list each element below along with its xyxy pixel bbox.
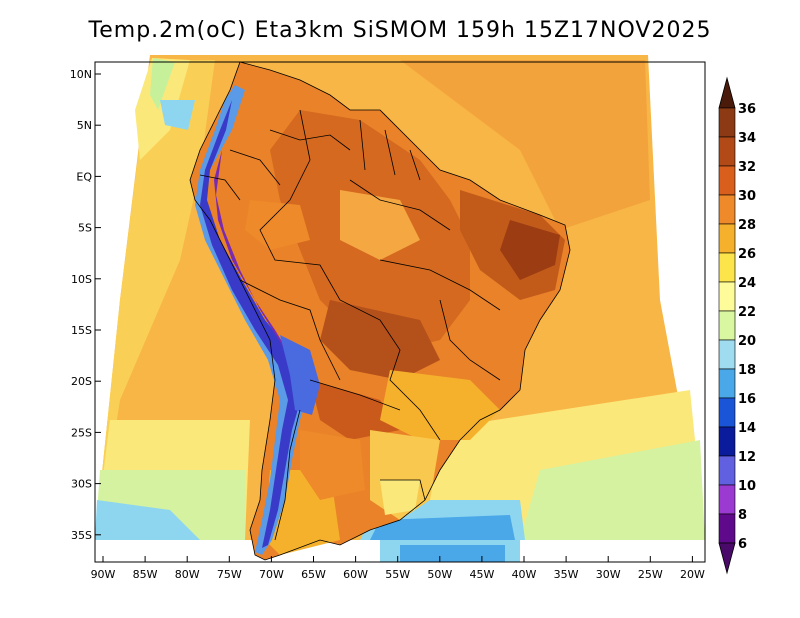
border-colombia (229, 149, 281, 186)
coastline (189, 61, 571, 561)
lon-tick-label: 90W (91, 568, 116, 581)
land-amazon-light (340, 190, 420, 260)
lon-tick-label: 40W (512, 568, 537, 581)
map-title: Temp.2m(oC) Eta3km SiSMOM 159h 15Z17NOV2… (88, 18, 712, 43)
land-amazon-light-2 (245, 200, 310, 250)
lon-tick-label: 60W (343, 568, 368, 581)
lon-tick-label: 20W (680, 568, 705, 581)
lat-tick-label: 5S (78, 222, 92, 235)
lon-tick-label: 25W (638, 568, 663, 581)
ocean-pacific-green (150, 58, 175, 110)
colorbar-segment (718, 107, 736, 138)
colorbar-label: 30 (738, 189, 756, 204)
lat-tick-label: 10N (70, 68, 92, 81)
colorbar-segment (718, 310, 736, 341)
ocean-south-blue (370, 515, 515, 540)
land-hot-gran-chaco (310, 380, 400, 440)
border-argentina-north (309, 379, 401, 411)
ocean-coastal-blue (400, 545, 505, 562)
altiplano (280, 335, 320, 415)
andes-range (195, 85, 320, 555)
lon-tick-label: 55W (385, 568, 410, 581)
land-southeast (380, 370, 500, 440)
land-uruguay (380, 480, 420, 515)
colorbar-bottom-arrow (718, 542, 736, 575)
colorbar: 36 34 32 30 28 26 24 22 20 18 16 14 12 10 8 6 (718, 76, 756, 575)
colorbar-segment (718, 426, 736, 457)
land-veryhot-ne (500, 220, 560, 280)
colorbar-segment (718, 339, 736, 370)
colorbar-segment (718, 136, 736, 167)
lon-tick-label: 70W (259, 568, 284, 581)
lat-tick-label: 15S (71, 324, 92, 337)
colorbar-label: 20 (738, 334, 756, 349)
colorbar-segment (718, 252, 736, 283)
ocean-warm-band (400, 60, 650, 230)
lon-tick-label: 30W (596, 568, 621, 581)
colorbar-segment (718, 165, 736, 196)
colorbar-label: 10 (738, 479, 756, 494)
lat-tick-label: 25S (71, 426, 92, 439)
longitude-axis: 90W 85W 80W 75W 70W 65W 60W 55W 50W 45W 40W 35W 30W 2… (91, 556, 705, 581)
border-states-2 (379, 259, 501, 311)
ocean-pacific-cool (95, 60, 215, 540)
colorbar-label: 14 (738, 421, 756, 436)
colorbar-label: 6 (738, 537, 747, 552)
lat-tick-label: 5N (77, 119, 92, 132)
border-uruguay (380, 479, 426, 501)
colorbar-top-arrow (718, 76, 736, 109)
colorbar-label: 18 (738, 363, 756, 378)
lat-tick-label: EQ (76, 170, 92, 183)
lon-tick-label: 45W (469, 568, 494, 581)
colorbar-label: 28 (738, 218, 756, 233)
lat-tick-label: 10S (71, 273, 92, 286)
colorbar-label: 22 (738, 305, 756, 320)
border-states-3 (439, 299, 501, 381)
ocean-southatl-green (520, 440, 705, 540)
latitude-axis: 10N 5N EQ 5S 10S 15S 20S 25S 30S 35S (70, 68, 101, 542)
ocean-pacific-cyan (160, 100, 195, 130)
ocean-southpac-cyan (95, 500, 200, 540)
border-argentina-chile (274, 409, 301, 541)
lon-tick-label: 80W (175, 568, 200, 581)
land-hot-central (320, 300, 440, 380)
colorbar-label: 16 (738, 392, 756, 407)
lat-tick-label: 35S (71, 529, 92, 542)
lon-tick-label: 85W (133, 568, 158, 581)
colorbar-segment (718, 513, 736, 544)
political-borders (189, 61, 571, 561)
colorbar-label: 24 (738, 276, 756, 291)
border-states-1 (349, 179, 451, 231)
lon-tick-label: 65W (301, 568, 326, 581)
colorbar-label: 34 (738, 131, 756, 146)
lat-tick-label: 20S (71, 375, 92, 388)
colorbar-label: 26 (738, 247, 756, 262)
land-pampa (300, 430, 365, 500)
border-venezuela (269, 129, 351, 151)
colorbar-segment (718, 455, 736, 486)
colorbar-segment (718, 368, 736, 399)
colorbar-segment (718, 484, 736, 515)
border-brazil-west (259, 109, 441, 441)
lon-tick-label: 75W (217, 568, 242, 581)
border-ecuador (199, 174, 241, 201)
colorbar-label: 12 (738, 450, 756, 465)
colorbar-label: 32 (738, 160, 756, 175)
lon-tick-label: 35W (554, 568, 579, 581)
colorbar-label: 36 (738, 102, 756, 117)
map-frame (94, 61, 706, 563)
lat-tick-label: 30S (71, 478, 92, 491)
colorbar-label: 8 (738, 508, 747, 523)
border-peru-bolivia (239, 279, 341, 381)
colorbar-segment (718, 281, 736, 312)
colorbar-segment (718, 397, 736, 428)
colorbar-segment (718, 194, 736, 225)
lon-tick-label: 50W (427, 568, 452, 581)
border-guianas (359, 119, 421, 181)
colorbar-segment (718, 223, 736, 254)
